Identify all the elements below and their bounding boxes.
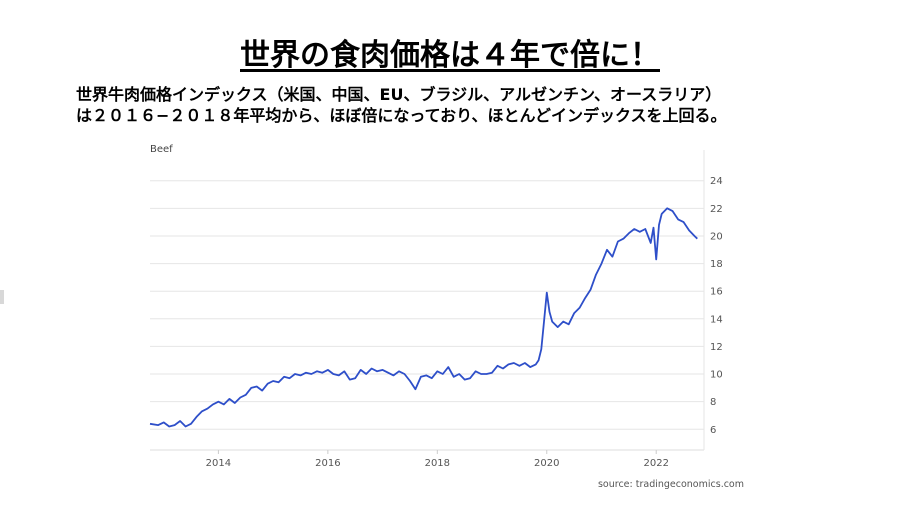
y-tick-12: 12 — [710, 342, 723, 353]
y-tick-20: 20 — [710, 231, 723, 242]
x-tick-2018: 2018 — [425, 458, 450, 469]
description-line-2: は２０１６−２０１８年平均から、ほぼ倍になっており、ほとんどインデックスを上回る… — [76, 106, 727, 125]
y-tick-18: 18 — [710, 259, 723, 270]
slide-description: 世界牛肉価格インデックス（米国、中国、EU、ブラジル、アルゼンチン、オースラリア… — [76, 84, 836, 126]
slide-edge-marker — [0, 290, 4, 304]
y-tick-22: 22 — [710, 204, 723, 215]
y-tick-10: 10 — [710, 370, 723, 381]
series-label: Beef — [150, 144, 173, 155]
series-layer — [149, 207, 698, 428]
x-tick-2014: 2014 — [206, 458, 231, 469]
x-tick-2020: 2020 — [534, 458, 559, 469]
x-tick-2022: 2022 — [643, 458, 668, 469]
description-line-1: 世界牛肉価格インデックス（米国、中国、EU、ブラジル、アルゼンチン、オースラリア… — [76, 85, 722, 104]
source-label: source: tradingeconomics.com — [598, 479, 744, 490]
x-tick-2016: 2016 — [315, 458, 340, 469]
y-tick-16: 16 — [710, 287, 723, 298]
x-axis-ticks: 2014 2016 2018 2020 2022 — [206, 450, 669, 469]
y-axis-ticks: 6 8 10 12 14 16 18 20 22 24 — [710, 176, 723, 436]
series-line-0 — [149, 207, 698, 428]
gridlines — [150, 150, 705, 451]
y-tick-24: 24 — [710, 176, 723, 187]
y-tick-8: 8 — [710, 397, 716, 408]
y-tick-14: 14 — [710, 314, 723, 325]
y-tick-6: 6 — [710, 425, 716, 436]
slide-title: 世界の食肉価格は４年で倍に！ — [240, 38, 660, 73]
